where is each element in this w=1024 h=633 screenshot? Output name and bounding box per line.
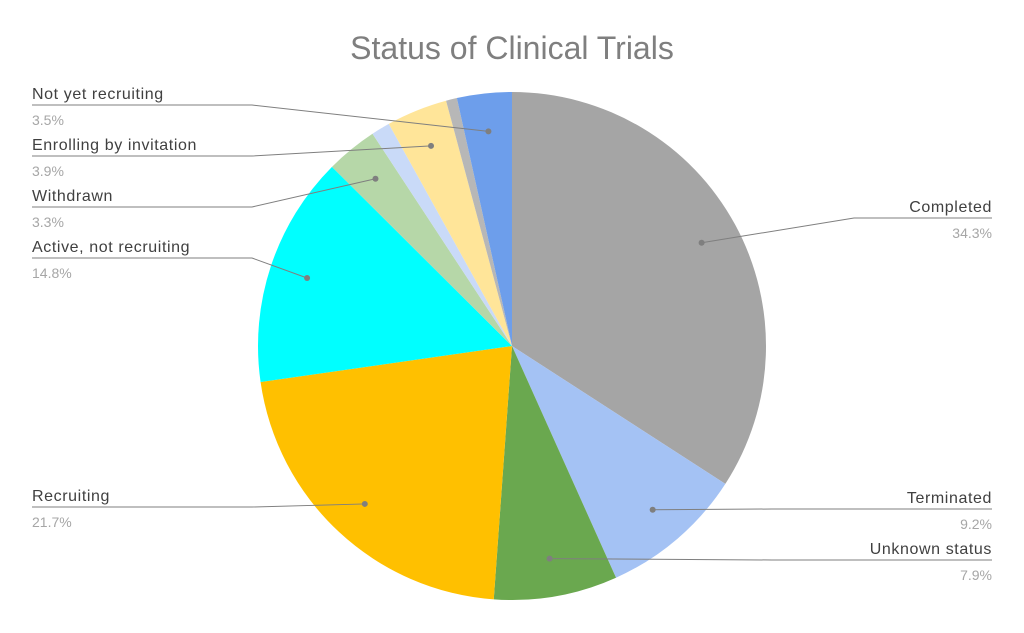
pie-slice-unlabeled-6 (372, 123, 512, 346)
leader-dot-enrolling-by-invitation (428, 142, 435, 149)
leader-dot-unknown-status (546, 555, 553, 562)
pie-slice-enrolling-by-invitation (388, 100, 512, 346)
pie-slice-recruiting (260, 346, 512, 600)
slice-percent-active-not-recruiting: 14.8% (32, 265, 72, 281)
leader-dot-withdrawn (372, 175, 379, 182)
leader-line-enrolling-by-invitation (32, 145, 432, 157)
slice-label-withdrawn: Withdrawn (32, 188, 113, 205)
pie-slice-terminated (512, 346, 726, 578)
slice-percent-completed: 34.3% (952, 225, 992, 241)
leader-dot-active-not-recruiting (304, 275, 311, 282)
slice-percent-withdrawn: 3.3% (32, 214, 64, 230)
slice-label-recruiting: Recruiting (32, 488, 110, 505)
pie-slice-not-yet-recruiting (456, 92, 512, 346)
pie-labels: Completed 34.3% Terminated 9.2% Unknown stat… (32, 86, 992, 583)
leader-line-completed (701, 217, 992, 244)
slice-label-unknown-status: Unknown status (870, 541, 992, 558)
leader-dot-recruiting (361, 500, 368, 507)
slice-percent-terminated: 9.2% (960, 516, 992, 532)
slice-label-active-not-recruiting: Active, not recruiting (32, 239, 190, 256)
leader-dot-not-yet-recruiting (485, 128, 492, 135)
leader-line-unknown-status (549, 558, 992, 561)
pie-slice-completed (512, 92, 766, 484)
slice-label-enrolling-by-invitation: Enrolling by invitation (32, 137, 197, 154)
slice-label-terminated: Terminated (907, 490, 992, 507)
leader-line-active-not-recruiting (32, 257, 308, 279)
slice-label-not-yet-recruiting: Not yet recruiting (32, 86, 164, 103)
leader-line-terminated (652, 508, 992, 511)
slice-percent-unknown-status: 7.9% (960, 567, 992, 583)
leader-line-recruiting (32, 503, 365, 508)
slice-percent-recruiting: 21.7% (32, 514, 72, 530)
pie-slice-active-not-recruiting (258, 166, 512, 383)
leader-dot-completed (698, 239, 705, 246)
pie-slice-unknown-status (493, 346, 617, 601)
pie-slice-withdrawn (331, 133, 512, 346)
slice-percent-not-yet-recruiting: 3.5% (32, 112, 64, 128)
leader-line-withdrawn (32, 178, 376, 208)
slice-percent-enrolling-by-invitation: 3.9% (32, 163, 64, 179)
chart-title: Status of Clinical Trials (350, 30, 674, 66)
pie-slice-unlabeled-8 (446, 98, 512, 346)
slice-label-completed: Completed (909, 199, 992, 216)
pie-slices (258, 92, 766, 601)
leader-dot-terminated (649, 506, 656, 513)
leader-line-not-yet-recruiting (32, 104, 489, 132)
